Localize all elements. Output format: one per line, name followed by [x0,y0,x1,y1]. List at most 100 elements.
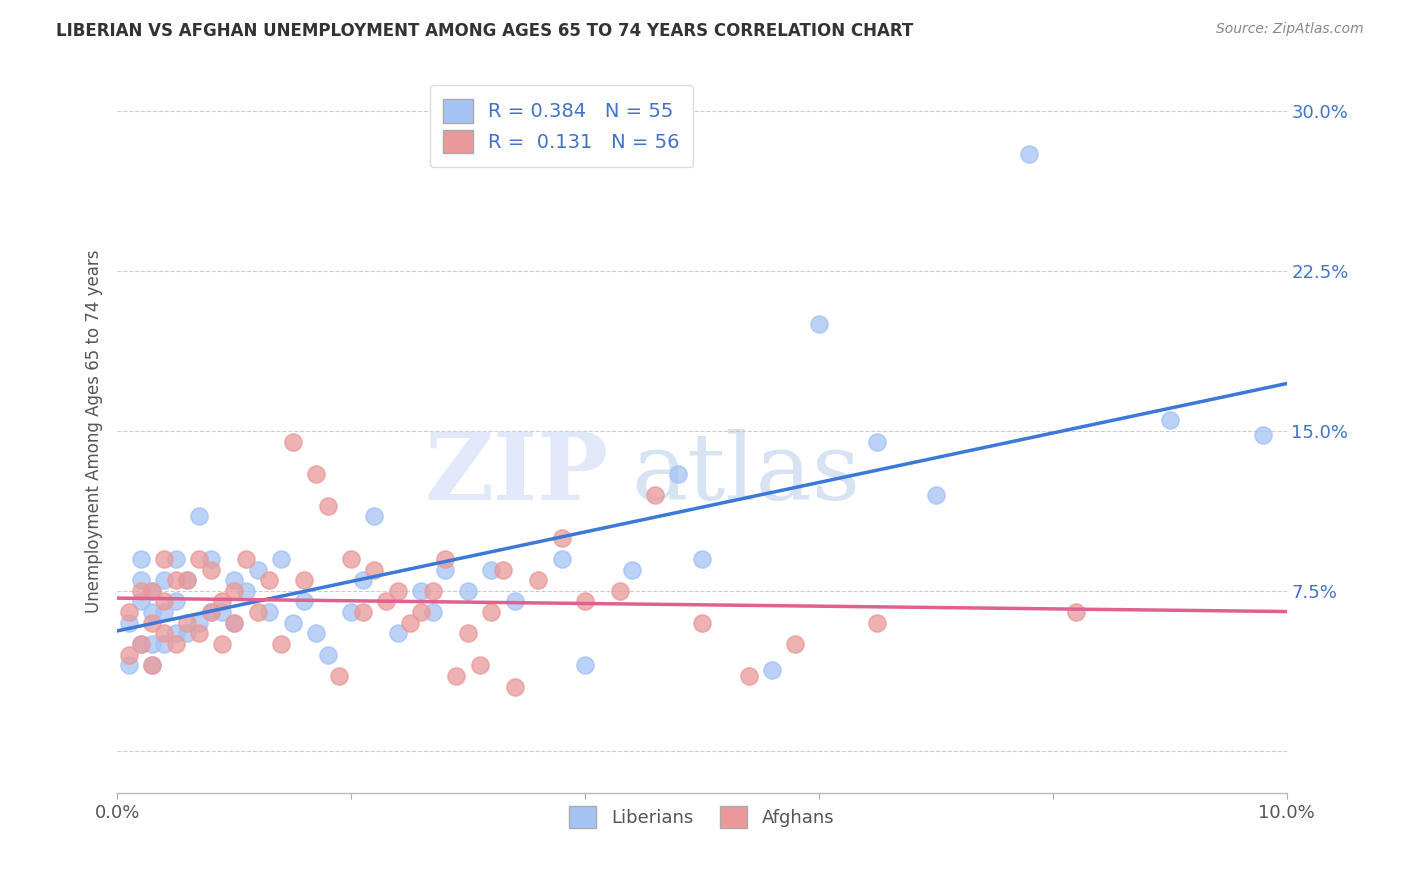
Point [165,626,187,640]
Point [200,552,222,566]
Text: LIBERIAN VS AFGHAN UNEMPLOYMENT AMONG AGES 65 TO 74 YEARS CORRELATION CHART: LIBERIAN VS AFGHAN UNEMPLOYMENT AMONG AG… [56,22,914,40]
Point [165,637,187,651]
Point [644,488,666,502]
Point [118,605,141,619]
Point [246,562,269,576]
Point [457,626,479,640]
Point [468,658,491,673]
Point [188,626,211,640]
Point [176,573,198,587]
Point [270,552,292,566]
Point [609,583,631,598]
Point [235,583,257,598]
Point [141,583,163,598]
Point [1064,605,1087,619]
Point [188,615,211,630]
Point [305,626,328,640]
Point [224,615,246,630]
Legend: Liberians, Afghans: Liberians, Afghans [562,798,842,835]
Point [129,637,152,651]
Point [292,594,315,608]
Point [807,318,830,332]
Point [153,573,176,587]
Point [141,658,163,673]
Point [387,626,409,640]
Point [246,605,269,619]
Point [761,663,783,677]
Point [224,615,246,630]
Point [340,552,363,566]
Point [176,615,198,630]
Point [281,434,304,449]
Point [211,637,233,651]
Point [866,434,889,449]
Point [352,573,374,587]
Point [211,594,233,608]
Point [270,637,292,651]
Point [257,573,280,587]
Point [153,605,176,619]
Point [411,605,433,619]
Point [129,594,152,608]
Point [224,573,246,587]
Point [446,669,468,683]
Point [398,615,420,630]
Text: Source: ZipAtlas.com: Source: ZipAtlas.com [1216,22,1364,37]
Point [224,583,246,598]
Point [165,594,187,608]
Point [550,552,572,566]
Point [305,467,328,481]
Text: ZIP: ZIP [425,429,609,519]
Point [457,583,479,598]
Point [1018,146,1040,161]
Point [257,605,280,619]
Point [129,552,152,566]
Point [292,573,315,587]
Point [690,615,713,630]
Point [316,499,339,513]
Point [129,573,152,587]
Point [433,562,456,576]
Point [785,637,807,651]
Point [176,573,198,587]
Point [188,552,211,566]
Point [527,573,550,587]
Point [118,615,141,630]
Point [422,583,444,598]
Point [433,552,456,566]
Point [165,573,187,587]
Point [492,562,515,576]
Point [141,583,163,598]
Point [141,658,163,673]
Point [153,626,176,640]
Point [188,509,211,524]
Point [153,637,176,651]
Point [141,615,163,630]
Point [235,552,257,566]
Text: atlas: atlas [631,429,860,519]
Point [200,562,222,576]
Y-axis label: Unemployment Among Ages 65 to 74 years: Unemployment Among Ages 65 to 74 years [86,249,103,613]
Point [737,669,759,683]
Point [620,562,643,576]
Point [200,605,222,619]
Point [1251,428,1274,442]
Point [316,648,339,662]
Point [363,509,385,524]
Point [118,648,141,662]
Point [479,605,502,619]
Point [503,594,526,608]
Point [422,605,444,619]
Point [574,658,596,673]
Point [328,669,350,683]
Point [281,615,304,630]
Point [141,605,163,619]
Point [118,658,141,673]
Point [668,467,690,481]
Point [1159,413,1181,427]
Point [479,562,502,576]
Point [503,680,526,694]
Point [129,583,152,598]
Point [375,594,398,608]
Point [165,552,187,566]
